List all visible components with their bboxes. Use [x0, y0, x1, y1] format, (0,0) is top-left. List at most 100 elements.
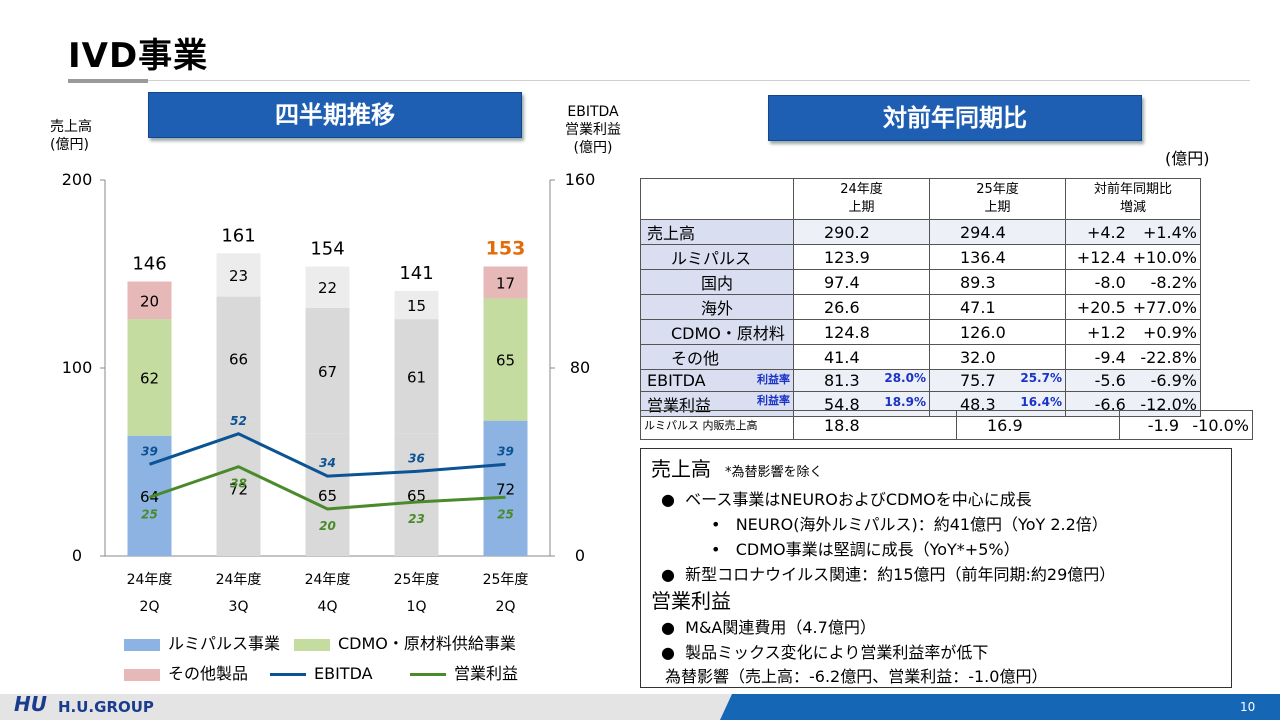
legend-lumipulse: ルミパルス事業 [124, 634, 280, 654]
row-label: ルミパルス [640, 244, 794, 270]
notes-profit-heading: 営業利益 [651, 589, 731, 613]
legend-label: EBITDA [314, 664, 373, 683]
legend-label: 営業利益 [454, 664, 519, 683]
legend-label: ルミパルス事業 [168, 634, 281, 653]
fx-impact-note: 為替影響（売上高：-6.2億円、営業利益：-1.0億円） [665, 667, 1048, 686]
cell-pct: -8.2% [1128, 269, 1201, 295]
bar-total-label: 161 [221, 225, 255, 246]
right-axis-title-line: (億円) [573, 140, 613, 156]
legend-op-profit: 営業利益 [410, 664, 518, 684]
cell-v24: 290.2 [793, 219, 930, 245]
x-tick-label: 24年度 [216, 572, 262, 588]
value: 41.4 [824, 347, 860, 367]
table-header-cell [640, 178, 794, 220]
cell-pct: +10.0% [1128, 244, 1201, 270]
line-series-operating-profit [149, 465, 506, 511]
value: 48.3 [960, 394, 996, 414]
cell-v25: 32.0 [929, 344, 1066, 370]
value: 81.3 [824, 371, 860, 390]
cell-v25: 136.4 [929, 244, 1066, 270]
quarterly-chart: 010020008016064622014624年度2Q72662316124年… [62, 170, 596, 615]
note-text: 新型コロナウイルス関連：約15億円（前年同期:約29億円） [685, 565, 1116, 584]
bar-total-label: 154 [310, 238, 344, 259]
cell-v24: 26.6 [793, 294, 930, 320]
row-label: 海外 [640, 294, 794, 320]
page-number: 10 [1240, 700, 1256, 714]
note-text: 製品ミックス変化により営業利益率が低下 [685, 643, 989, 662]
value: 124.8 [824, 322, 870, 342]
right-tick-label: 160 [565, 170, 596, 189]
value: 97.4 [824, 272, 860, 292]
section-header-quarterly: 四半期推移 [148, 92, 522, 138]
row-label-text: 売上高 [647, 224, 696, 243]
row-label: 国内 [640, 269, 794, 295]
bar-segment [216, 420, 261, 556]
table-header-cell: 24年度 上期 [793, 178, 930, 220]
cell-v24: 124.8 [793, 319, 930, 345]
cell-v25: 16.9 [956, 410, 1120, 440]
cell-pct: +0.9% [1128, 319, 1201, 345]
cell-diff: +20.5 [1064, 294, 1129, 320]
cell-v25: 294.4 [929, 219, 1066, 245]
company-name: H.U.GROUP [58, 698, 154, 716]
line-value-label: 36 [408, 451, 425, 465]
title-divider-accent [68, 79, 148, 83]
bar-value-label: 23 [229, 267, 248, 285]
value: 136.4 [960, 247, 1006, 267]
bar-segment [305, 266, 350, 308]
margin-value: 16.4% [1020, 394, 1062, 409]
cell-pct: -22.8% [1128, 344, 1201, 370]
cell-pct: +77.0% [1128, 294, 1201, 320]
bar-segment [483, 420, 528, 556]
bar-value-label: 20 [140, 292, 159, 310]
table-row: その他 41.4 32.0 -9.4 -22.8% [640, 344, 1201, 370]
row-label-text: その他 [671, 349, 720, 368]
bar-segment [305, 433, 350, 556]
left-axis-title: 売上高 (億円) [50, 118, 110, 154]
right-tick-label: 80 [570, 358, 590, 377]
table-row: 売上高 290.2 294.4 +4.2 +1.4% [640, 219, 1201, 245]
cell-v24: 41.4 [793, 344, 930, 370]
table-row: ルミパルス 内販売上高 18.8 16.9 -1.9 -10.0% [640, 410, 1253, 440]
sales-footnote: *為替影響を除く [725, 465, 823, 480]
bar-segment [127, 281, 172, 320]
row-label-text: EBITDA [647, 371, 706, 390]
line-value-label: 23 [408, 512, 425, 526]
line-value-label: 39 [141, 444, 158, 458]
legend-cdmo: CDMO・原材料供給事業 [294, 634, 516, 654]
x-tick-label: 24年度 [127, 572, 173, 588]
x-tick-label: 24年度 [305, 572, 351, 588]
right-axis-title-line: 営業利益 [565, 122, 621, 138]
value: 54.8 [824, 394, 860, 414]
value: 89.3 [960, 272, 996, 292]
cell-diff: -8.0 [1064, 269, 1129, 295]
line-value-label: 25 [141, 507, 158, 521]
cell-pct: -10.0% [1182, 410, 1253, 440]
legend-swatch [124, 638, 160, 651]
footer-accent [720, 694, 1280, 720]
note-text: NEURO(海外ルミパルス)：約41億円（YoY 2.2倍） [735, 515, 1108, 534]
bar-value-label: 15 [407, 297, 426, 315]
bar-value-label: 67 [318, 363, 337, 381]
value: 75.7 [960, 371, 996, 390]
cell-v24: 97.4 [793, 269, 930, 295]
left-axis-title-line: 売上高 [50, 119, 92, 135]
page-title: IVD事業 [68, 36, 209, 76]
note-subbullet: • NEURO(海外ルミパルス)：約41億円（YoY 2.2倍） [711, 515, 1108, 534]
value: 126.0 [960, 322, 1006, 342]
line-value-label: 38 [230, 477, 247, 491]
bar-segment [394, 319, 439, 434]
table-unit: (億円) [1165, 149, 1210, 168]
x-tick-label: 2Q [140, 599, 160, 615]
left-tick-label: 200 [62, 170, 93, 189]
notes-box: 売上高 *為替影響を除く ● ベース事業はNEUROおよびCDMOを中心に成長 •… [640, 448, 1232, 688]
bar-value-label: 17 [496, 274, 515, 292]
right-axis-title-line: EBITDA [567, 104, 619, 120]
line-value-label: 52 [230, 414, 247, 428]
cell-diff: +1.2 [1064, 319, 1129, 345]
cell-diff: -1.9 [1119, 410, 1182, 440]
header-line: 対前年同期比 増減 [1093, 182, 1172, 215]
bar-value-label: 72 [496, 480, 515, 498]
value: 123.9 [824, 247, 870, 267]
cell-v25: 75.7 25.7% [929, 369, 1066, 392]
